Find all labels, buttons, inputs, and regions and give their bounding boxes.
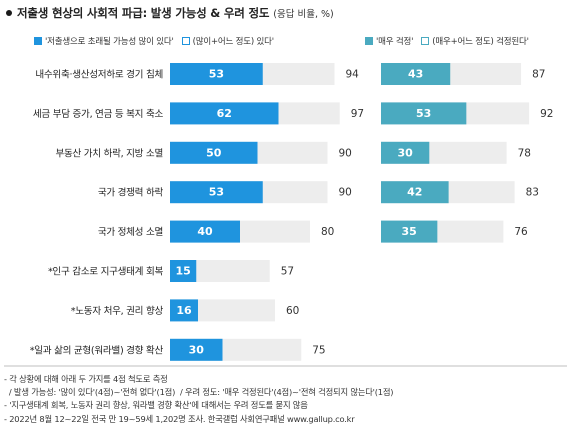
bar-concern-strong: [381, 102, 467, 125]
legend-swatch-concern-strong: [365, 37, 373, 45]
bar-concern-strong: [381, 181, 449, 204]
legend-label-concern-total: (매우+어느 정도) 걱정된다': [432, 37, 529, 47]
data-label-concern-total: 83: [526, 187, 539, 199]
chart-subtitle: (응답 비율, %): [273, 9, 334, 20]
data-label-concern-strong: 43: [408, 68, 423, 81]
bar-likelihood-strong: [170, 63, 263, 85]
footnote-1: - 각 상황에 대해 아래 두 가지를 4점 척도로 측정: [4, 374, 168, 384]
data-label-likelihood-strong: 40: [197, 225, 213, 238]
data-label-likelihood-strong: 53: [209, 68, 224, 81]
legend-label-likelihood-strong: '저출생으로 초래될 가능성 많이 있다': [45, 37, 174, 47]
bar-likelihood-strong: [170, 220, 240, 243]
bar-likelihood-strong: [170, 338, 223, 361]
bar-concern-strong: [381, 220, 438, 243]
data-label-likelihood-strong: 30: [189, 343, 205, 356]
footnote-3: - '지구생태계 회복, 노동자 권리 향상, 워라밸 경향 확산'에 대해서는…: [4, 400, 308, 411]
category-label: *일과 삶의 균형(워라밸) 경향 확산: [30, 344, 164, 356]
data-label-likelihood-total: 90: [339, 187, 352, 199]
category-label: 내수위축·생산성저하로 경기 침체: [35, 69, 163, 81]
legend-likelihood: '저출생으로 초래될 가능성 많이 있다' (많이+어느 정도) 있다': [34, 35, 274, 47]
category-label: 세금 부담 증가, 연금 등 복지 축소: [33, 108, 164, 120]
data-label-likelihood-strong: 15: [175, 265, 190, 278]
legend-label-likelihood-total: (많이+어느 정도) 있다': [192, 37, 274, 47]
legend-concern: '매우 걱정' (매우+어느 정도) 걱정된다': [365, 35, 529, 47]
data-label-likelihood-total: 57: [281, 266, 294, 278]
bar-likelihood-strong: [170, 299, 198, 322]
category-label: *인구 감소로 지구생태계 회복: [48, 266, 164, 278]
bar-likelihood-strong: [170, 141, 258, 164]
footnotes: - 각 상황에 대해 아래 두 가지를 4점 척도로 측정 / 발생 가능성: …: [4, 373, 394, 426]
data-label-concern-total: 76: [514, 226, 528, 238]
data-label-concern-total: 87: [532, 69, 545, 81]
legend-swatch-likelihood-total: [181, 37, 190, 45]
data-label-concern-total: 92: [540, 108, 553, 120]
category-label: 국가 정체성 소멸: [98, 227, 163, 238]
bar-likelihood-strong: [170, 181, 263, 204]
data-label-likelihood-strong: 16: [176, 304, 192, 317]
category-label: 국가 경쟁력 하락: [98, 187, 164, 199]
data-label-concern-strong: 53: [416, 107, 431, 120]
data-label-likelihood-total: 75: [312, 344, 325, 356]
category-label: 부동산 가치 하락, 지방 소멸: [55, 147, 163, 159]
legend-swatch-likelihood-strong: [34, 37, 42, 45]
title-row: 저출생 현상의 사회적 파급: 발생 가능성 & 우려 정도 (응답 비율, %…: [6, 5, 334, 21]
bar-likelihood-strong: [170, 260, 197, 282]
data-label-likelihood-strong: 53: [209, 186, 224, 199]
footnote-4: - 2022년 8월 12~22일 전국 만 19~59세 1,202명 조사.…: [4, 413, 355, 424]
bar-concern-strong: [381, 63, 451, 85]
data-label-concern-strong: 42: [407, 186, 422, 199]
data-label-likelihood-total: 80: [321, 226, 334, 238]
data-label-likelihood-total: 90: [339, 147, 352, 159]
footnote-2: / 발생 가능성: '많이 있다'(4점)~'전혀 없다'(1점) / 우려 정…: [4, 387, 394, 398]
data-label-concern-strong: 35: [402, 225, 417, 238]
data-label-likelihood-total: 97: [351, 108, 364, 120]
title-bullet-icon: [6, 10, 12, 16]
legend-label-concern-strong: '매우 걱정': [376, 37, 414, 47]
bar-concern-strong: [381, 141, 430, 164]
chart-title: 저출생 현상의 사회적 파급: 발생 가능성 & 우려 정도: [17, 6, 270, 20]
data-label-likelihood-strong: 62: [217, 107, 232, 120]
data-label-likelihood-total: 60: [286, 305, 299, 317]
category-label: *노동자 처우, 권리 향상: [71, 305, 164, 317]
data-label-likelihood-strong: 50: [206, 146, 222, 159]
legend-swatch-concern-total: [421, 37, 430, 45]
data-label-likelihood-total: 94: [346, 69, 360, 81]
bar-likelihood-strong: [170, 102, 279, 125]
data-label-concern-total: 78: [518, 147, 531, 159]
data-label-concern-strong: 30: [397, 146, 413, 159]
